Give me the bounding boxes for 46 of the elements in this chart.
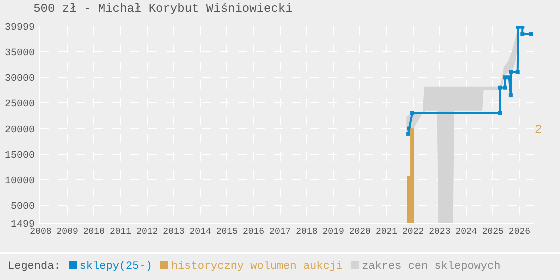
- x-tick-label: 2012: [136, 227, 158, 237]
- x-tick-label: 2016: [242, 227, 265, 237]
- x-tick-label: 2015: [216, 227, 238, 237]
- y-tick-label: 15000: [4, 150, 35, 162]
- x-tick-label: 2018: [296, 227, 318, 237]
- point: [529, 32, 534, 36]
- point: [503, 86, 508, 90]
- x-tick-label: 2010: [83, 227, 105, 237]
- x-tick-label: 2021: [376, 227, 398, 237]
- x-tick-label: 2023: [429, 227, 451, 237]
- x-tick-label: 2024: [456, 227, 478, 237]
- point: [520, 26, 525, 29]
- x-tick-label: 2017: [270, 227, 292, 237]
- legend-label: sklepy(25-): [80, 261, 152, 273]
- point: [509, 70, 514, 74]
- point: [508, 94, 513, 98]
- chart-title: 500 zł - Michał Korybut Wiśniowiecki: [34, 2, 293, 16]
- y2-tick-label: 2: [535, 122, 542, 137]
- point: [516, 26, 520, 29]
- y-tick-label: 20000: [4, 125, 35, 136]
- point: [410, 111, 415, 116]
- point: [498, 86, 502, 90]
- x-tick-label: 2013: [163, 227, 185, 237]
- point: [406, 132, 411, 136]
- x-tick-label: 2025: [482, 227, 504, 237]
- point: [503, 76, 508, 80]
- x-tick-label: 2022: [402, 227, 424, 237]
- legend-title: Legenda:: [8, 261, 61, 273]
- point: [498, 111, 502, 116]
- y-tick-label: 10000: [4, 176, 35, 188]
- x-tick-label: 2009: [56, 227, 78, 237]
- y-tick-label: 25000: [4, 100, 35, 111]
- legend-label: historyczny wolumen aukcji: [171, 261, 344, 273]
- point: [520, 32, 525, 36]
- x-tick-label: 2014: [190, 227, 212, 237]
- y-tick-label: 5000: [10, 202, 35, 214]
- x-tick-label: 2020: [349, 227, 371, 237]
- x-tick-label: 2011: [110, 227, 132, 237]
- y-tick-label: 30000: [4, 74, 35, 86]
- legend-label: zakres cen sklepowych: [362, 261, 501, 273]
- point: [516, 70, 520, 74]
- x-tick-label: 2008: [30, 227, 52, 237]
- y-tick-label: 39999: [4, 22, 35, 34]
- x-tick-label: 2026: [508, 227, 531, 237]
- x-tick-label: 2019: [322, 227, 344, 237]
- y-tick-label: 35000: [4, 48, 35, 60]
